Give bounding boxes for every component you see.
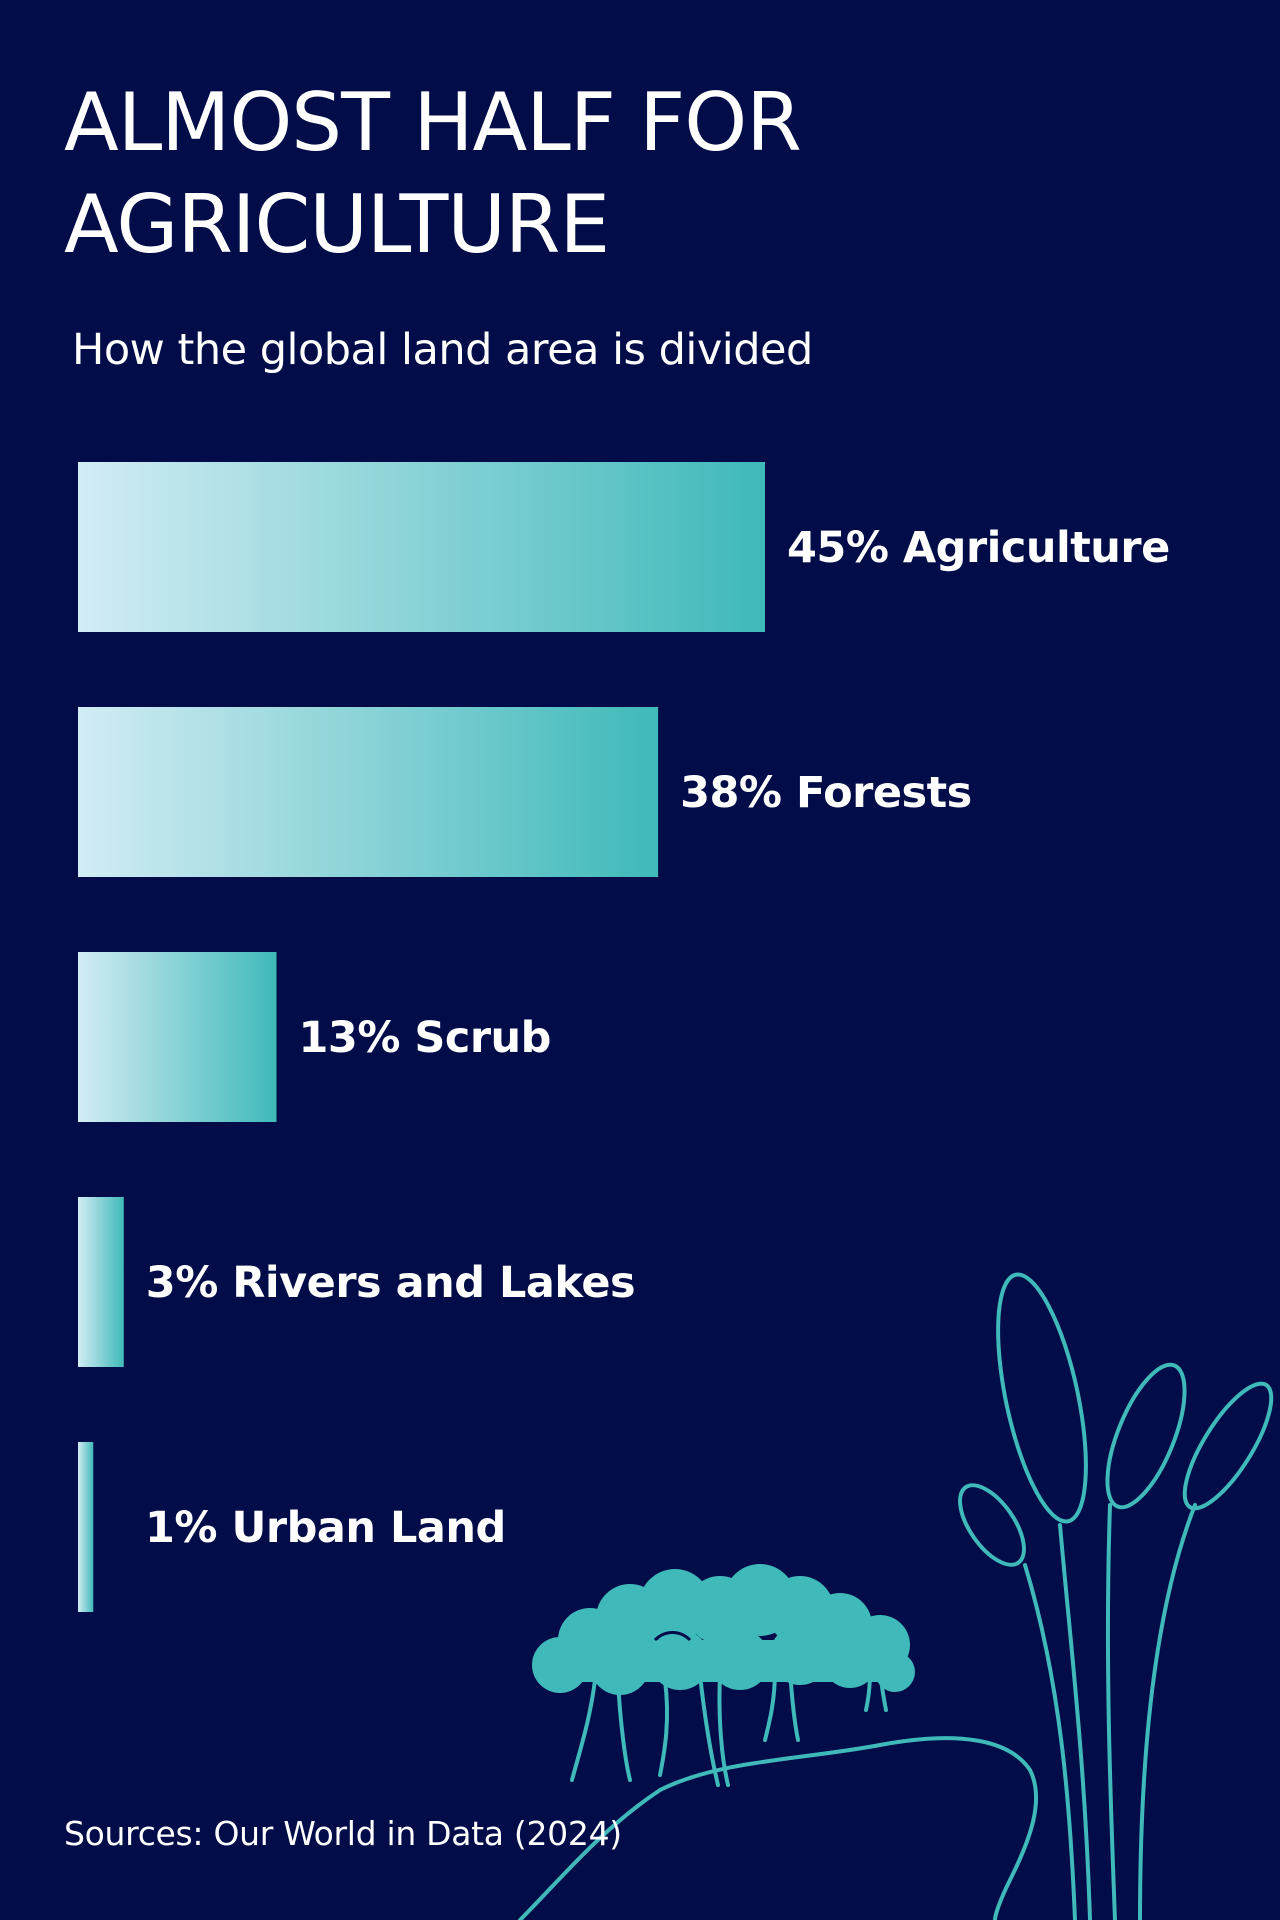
- bar-forests: [78, 707, 659, 877]
- bars-group: 45% Agriculture 38% Forests 13% Scrub 3% Ri…: [78, 462, 1170, 1612]
- bar-agriculture: [78, 462, 765, 632]
- bar-urban-land: [78, 1442, 94, 1612]
- bar-label-rivers-and-lakes: 3% Rivers and Lakes: [146, 1258, 635, 1308]
- bar-label-scrub: 13% Scrub: [299, 1013, 551, 1063]
- bar-rivers-and-lakes: [78, 1197, 124, 1367]
- source-note: Sources: Our World in Data (2024): [64, 1814, 622, 1853]
- chart-title: ALMOST HALF FOR AGRICULTURE: [64, 76, 802, 271]
- bar-scrub: [78, 952, 277, 1122]
- chart-subtitle: How the global land area is divided: [72, 325, 813, 375]
- bar-label-agriculture: 45% Agriculture: [787, 523, 1170, 573]
- bar-label-forests: 38% Forests: [680, 768, 972, 818]
- bar-label-urban-land: 1% Urban Land: [145, 1503, 506, 1553]
